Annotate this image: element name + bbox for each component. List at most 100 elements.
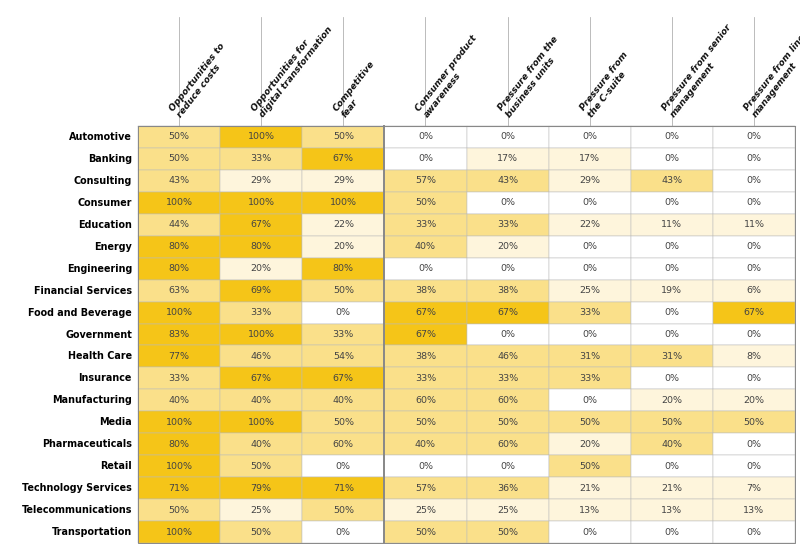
Bar (302, 455, 384, 477)
Text: 57%: 57% (415, 483, 436, 493)
Bar (630, 455, 713, 477)
Text: 20%: 20% (333, 242, 354, 251)
Text: 0%: 0% (418, 132, 433, 142)
Text: 100%: 100% (248, 418, 274, 427)
Text: 50%: 50% (333, 506, 354, 514)
Text: 50%: 50% (415, 528, 436, 536)
Bar (220, 477, 302, 499)
Bar (630, 367, 713, 389)
Text: 100%: 100% (330, 198, 357, 207)
Text: 31%: 31% (579, 352, 600, 361)
Bar (138, 148, 220, 170)
Bar (630, 411, 713, 433)
Bar (138, 258, 220, 280)
Text: 25%: 25% (579, 286, 600, 295)
Bar (466, 455, 549, 477)
Bar (549, 280, 630, 301)
Bar (466, 521, 549, 543)
Text: 0%: 0% (418, 462, 433, 471)
Text: 38%: 38% (497, 286, 518, 295)
Text: Technology Services: Technology Services (22, 483, 132, 493)
Text: 0%: 0% (418, 264, 433, 273)
Bar (549, 192, 630, 214)
Text: 50%: 50% (497, 418, 518, 427)
Bar (384, 477, 466, 499)
Text: 63%: 63% (169, 286, 190, 295)
Text: 40%: 40% (662, 440, 682, 449)
Bar (384, 455, 466, 477)
Bar (220, 301, 302, 324)
Bar (630, 236, 713, 258)
Bar (713, 148, 795, 170)
Bar (466, 433, 549, 455)
Text: 100%: 100% (248, 330, 274, 339)
Text: Telecommunications: Telecommunications (22, 505, 132, 515)
Bar (549, 126, 630, 148)
Text: 21%: 21% (662, 483, 682, 493)
Text: 67%: 67% (333, 374, 354, 383)
Text: 67%: 67% (497, 308, 518, 317)
Text: 40%: 40% (333, 396, 354, 405)
Text: 80%: 80% (169, 264, 190, 273)
Text: 100%: 100% (166, 198, 193, 207)
Bar (630, 301, 713, 324)
Bar (466, 324, 549, 346)
Text: 33%: 33% (497, 374, 518, 383)
Bar (713, 170, 795, 192)
Text: 33%: 33% (333, 330, 354, 339)
Text: 100%: 100% (166, 418, 193, 427)
Bar (302, 411, 384, 433)
Text: Opportunities to
reduce costs: Opportunities to reduce costs (168, 41, 234, 119)
Text: 20%: 20% (662, 396, 682, 405)
Text: Pharmaceuticals: Pharmaceuticals (42, 439, 132, 449)
Text: 33%: 33% (497, 220, 518, 229)
Text: Pressure from senior
management: Pressure from senior management (661, 23, 742, 119)
Text: Retail: Retail (100, 461, 132, 471)
Bar (630, 170, 713, 192)
Bar (138, 433, 220, 455)
Bar (302, 346, 384, 367)
Bar (220, 455, 302, 477)
Text: 40%: 40% (250, 396, 272, 405)
Text: 20%: 20% (497, 242, 518, 251)
Bar (713, 455, 795, 477)
Text: 71%: 71% (333, 483, 354, 493)
Text: Consumer product
awareness: Consumer product awareness (414, 33, 487, 119)
Text: 100%: 100% (166, 462, 193, 471)
Bar (466, 499, 549, 521)
Text: 77%: 77% (169, 352, 190, 361)
Text: 54%: 54% (333, 352, 354, 361)
Text: 11%: 11% (743, 220, 765, 229)
Bar (138, 521, 220, 543)
Bar (384, 192, 466, 214)
Bar (466, 192, 549, 214)
Bar (220, 192, 302, 214)
Text: 0%: 0% (746, 528, 762, 536)
Text: 31%: 31% (662, 352, 682, 361)
Bar (302, 236, 384, 258)
Bar (630, 477, 713, 499)
Bar (138, 126, 220, 148)
Text: 40%: 40% (415, 242, 436, 251)
Text: 33%: 33% (579, 374, 600, 383)
Text: 0%: 0% (746, 264, 762, 273)
Text: Manufacturing: Manufacturing (52, 395, 132, 405)
Text: 0%: 0% (664, 132, 679, 142)
Text: 20%: 20% (743, 396, 765, 405)
Text: 17%: 17% (579, 154, 600, 164)
Bar (384, 367, 466, 389)
Bar (630, 433, 713, 455)
Text: 43%: 43% (169, 177, 190, 185)
Bar (220, 521, 302, 543)
Text: 50%: 50% (169, 154, 190, 164)
Bar (466, 236, 549, 258)
Bar (466, 258, 549, 280)
Text: 50%: 50% (497, 528, 518, 536)
Bar (302, 499, 384, 521)
Bar (302, 214, 384, 236)
Text: 50%: 50% (169, 132, 190, 142)
Bar (549, 170, 630, 192)
Bar (630, 126, 713, 148)
Text: 0%: 0% (582, 330, 597, 339)
Bar (220, 411, 302, 433)
